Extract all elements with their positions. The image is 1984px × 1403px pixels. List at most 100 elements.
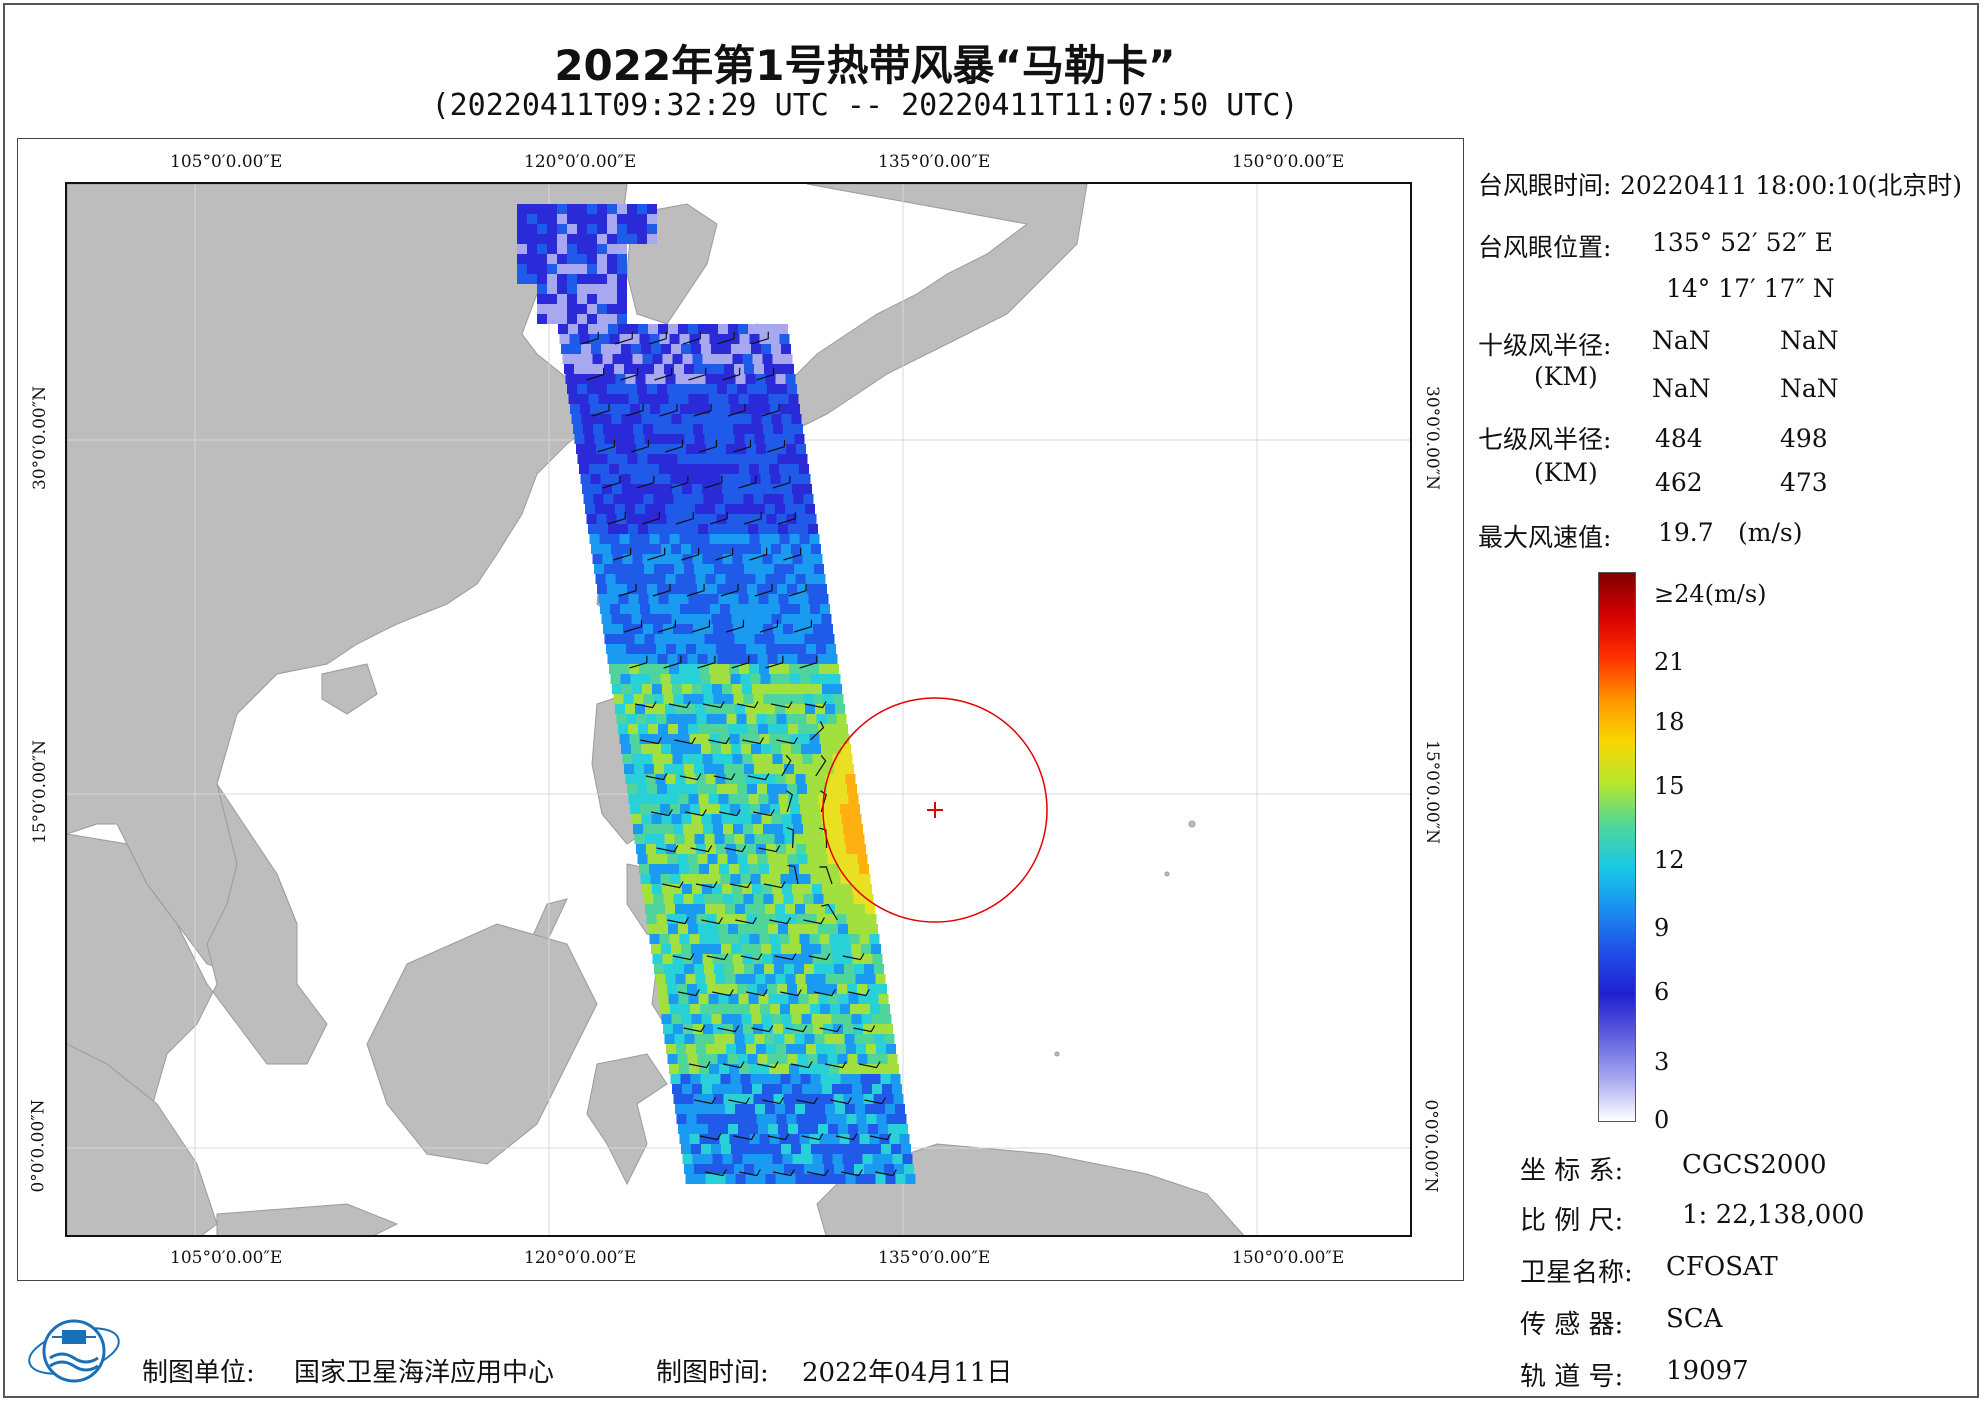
wind-cell [824, 1034, 835, 1044]
wind-cell [604, 364, 614, 374]
wind-cell [745, 1174, 756, 1184]
wind-cell [724, 364, 734, 374]
wind-cell [682, 884, 692, 894]
wind-cell [809, 664, 819, 674]
wind-cell [799, 1064, 809, 1074]
wind-cell [808, 924, 818, 934]
wind-cell [789, 664, 799, 674]
wind-cell [678, 724, 688, 734]
wind-cell [817, 784, 827, 794]
wind-barb [701, 917, 724, 925]
wind-cell [645, 504, 655, 514]
wind-cell [685, 774, 696, 784]
wind-cell [661, 614, 672, 624]
wind-cell [589, 334, 600, 344]
wind-cell [689, 334, 700, 344]
wind-cell [717, 584, 727, 594]
wind-cell [743, 824, 753, 834]
wind-cell [775, 974, 786, 984]
wind-cell [753, 424, 763, 434]
wind-cell [638, 394, 649, 404]
wind-cell [615, 504, 625, 514]
wind-cell [782, 484, 792, 494]
wind-barb [786, 790, 793, 813]
wind-cell [747, 1054, 758, 1064]
wind-cell [904, 1164, 914, 1174]
wind-cell [786, 914, 797, 924]
wind-cell [797, 1054, 808, 1064]
wind-cell [745, 904, 755, 914]
wind-cell [623, 424, 633, 434]
wind-cell [607, 314, 617, 324]
wind-barb [688, 1061, 711, 1069]
wind-cell [882, 1084, 892, 1094]
wind-barb [731, 655, 750, 669]
wind-cell [758, 524, 768, 534]
lon-label-top-105: 105°0′0.00″E [170, 152, 283, 172]
crs-value: CGCS2000 [1682, 1150, 1827, 1180]
wind-cell [731, 814, 742, 824]
wind-cell [587, 254, 597, 264]
wind-cell [856, 1044, 866, 1054]
wind-cell [715, 704, 725, 714]
wind-cell [872, 1084, 882, 1094]
wind-cell [706, 514, 717, 524]
wind-cell [803, 1094, 814, 1104]
wind-cell [634, 634, 645, 644]
wind-cell [739, 664, 749, 674]
wind-cell [766, 844, 776, 854]
wind-cell [627, 584, 637, 594]
wind-cell [754, 564, 764, 574]
wind-cell [776, 914, 787, 924]
wind-cell [804, 964, 814, 974]
wind-barb [760, 619, 779, 633]
wind-cell [694, 1034, 705, 1044]
wind-cell [844, 834, 855, 844]
wind-cell [741, 614, 752, 624]
wind-cell [624, 634, 635, 644]
wind-cell [690, 674, 701, 684]
wind-cell [664, 834, 675, 844]
wind-cell [632, 354, 643, 364]
wind-cell [763, 1024, 773, 1034]
wind-cell [740, 674, 751, 684]
wind-cell [802, 684, 812, 694]
wind-cell [707, 854, 718, 864]
wind-cell [840, 804, 850, 814]
wind-cell [688, 794, 699, 804]
wind-cell [833, 894, 844, 904]
wind-cell [768, 994, 779, 1004]
wind-cell [855, 1174, 866, 1184]
wind-cell [587, 294, 597, 304]
wind-cell [675, 574, 686, 584]
wind-cell [843, 1094, 854, 1104]
wind-cell [774, 564, 784, 574]
wind-cell [567, 294, 577, 304]
wind-cell [835, 1104, 845, 1114]
wind-cell [645, 904, 655, 914]
wind-cell [731, 414, 742, 424]
wind-cell [759, 534, 770, 544]
wind-cell [684, 434, 695, 444]
wind-cell [664, 764, 674, 774]
wind-cell [714, 764, 724, 774]
wind-cell [714, 364, 724, 374]
wind-cell [761, 814, 772, 824]
wind-cell [758, 794, 769, 804]
wind-cell [547, 234, 557, 244]
wind-cell [808, 524, 818, 534]
wind-cell [831, 744, 841, 754]
wind-cell [639, 334, 650, 344]
orbit-value: 19097 [1666, 1356, 1749, 1386]
wind-cell [819, 734, 830, 744]
wind-cell [868, 1124, 878, 1134]
wind-cell [583, 494, 594, 504]
wind-cell [795, 1104, 805, 1114]
wind-cell [854, 1034, 865, 1044]
wind-cell [752, 484, 762, 494]
wind-cell [738, 924, 748, 934]
wind-cell [779, 664, 789, 674]
wind-cell [785, 974, 796, 984]
wind-cell [765, 774, 776, 784]
wind-cell [754, 1164, 764, 1174]
